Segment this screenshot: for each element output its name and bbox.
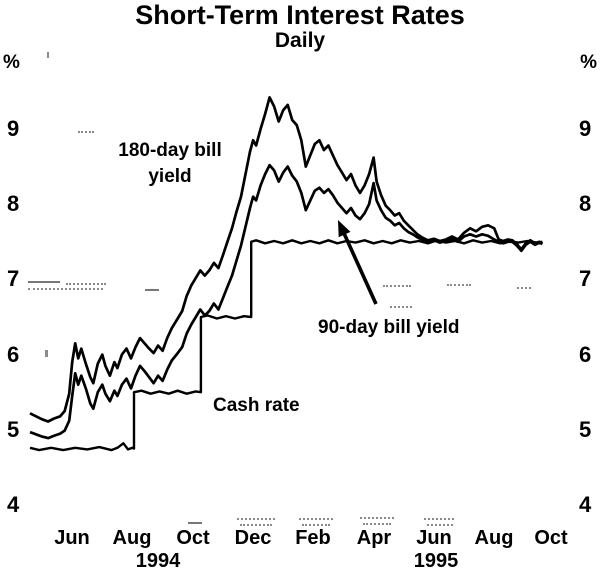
y-tick-label-left: 6: [7, 342, 20, 367]
y-tick-label-left: 9: [7, 116, 20, 141]
y-tick-label-left: 8: [7, 191, 20, 216]
series-line-90-day-bill-yield: [29, 163, 544, 440]
scan-artifact: [363, 523, 391, 525]
chart-subtitle: Daily: [274, 29, 326, 52]
annotation-arrow-shaft: [341, 231, 378, 305]
scan-artifact: [240, 524, 272, 526]
y-tick-label-left: 7: [7, 266, 20, 291]
series-label-180-day: 180-day bill yield: [118, 140, 222, 187]
y-axis-unit-right: %: [580, 52, 597, 73]
x-tick-label-year: 1995: [413, 550, 459, 572]
x-tick-label-month: Feb: [295, 527, 331, 549]
scan-artifact: [360, 517, 394, 519]
scan-artifact: [47, 52, 49, 58]
y-tick-label-right: 4: [579, 492, 592, 517]
scan-artifact: [28, 281, 60, 283]
scan-artifact: [302, 524, 330, 526]
y-tick-label-right: 7: [579, 266, 592, 291]
scan-artifact: [383, 285, 411, 287]
scan-artifact: [28, 288, 103, 290]
series-label-90-day: 90-day bill yield: [318, 317, 460, 338]
scan-artifact: [424, 518, 454, 520]
scan-artifact: [237, 518, 275, 520]
y-tick-label-left: 5: [7, 417, 20, 442]
scan-artifact: [517, 287, 531, 289]
scan-artifact: [45, 350, 48, 357]
scan-artifact: [66, 283, 106, 285]
x-tick-label-month: Oct: [534, 527, 568, 549]
x-tick-label-year: 1994: [135, 550, 181, 572]
scan-artifact: [188, 522, 202, 524]
y-tick-label-right: 9: [579, 116, 592, 141]
series-line-cash-rate: [29, 239, 543, 452]
scan-artifact: [78, 131, 94, 133]
scan-artifact: [145, 289, 159, 291]
x-tick-label-month: Dec: [234, 527, 272, 549]
x-tick-label-month: Jun: [54, 527, 90, 549]
series-line-180-day-bill-yield: [29, 96, 544, 423]
annotation-arrow-head: [338, 220, 351, 238]
x-tick-label-month: Aug: [112, 527, 152, 549]
x-tick-label-month: Oct: [176, 527, 210, 549]
y-tick-label-right: 8: [579, 191, 592, 216]
scan-artifact: [390, 306, 412, 308]
x-tick-label-month: Apr: [356, 527, 392, 549]
scan-artifact: [427, 524, 453, 526]
chart-title: Short-Term Interest Rates: [135, 0, 465, 30]
series-label-cash-rate: Cash rate: [213, 395, 300, 416]
y-axis-unit-left: %: [3, 52, 20, 73]
y-tick-label-right: 6: [579, 342, 592, 367]
x-tick-label-month: Aug: [474, 527, 514, 549]
scan-artifact: [299, 518, 333, 520]
y-tick-label-left: 4: [7, 492, 20, 517]
scan-artifact: [447, 284, 471, 286]
y-tick-label-right: 5: [579, 417, 592, 442]
x-tick-label-month: Jun: [416, 527, 452, 549]
